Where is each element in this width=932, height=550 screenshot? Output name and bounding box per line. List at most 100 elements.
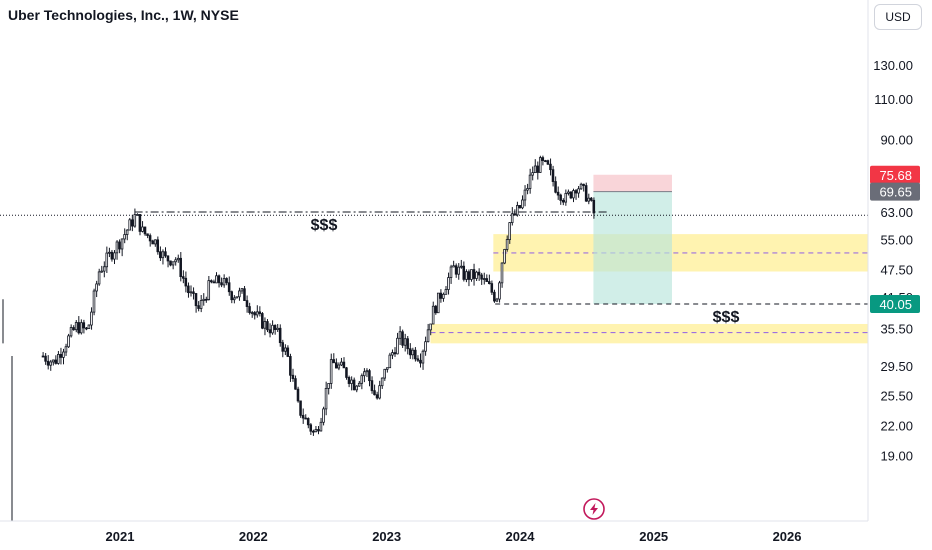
candle-body bbox=[283, 347, 287, 352]
candle-body bbox=[380, 377, 384, 387]
price-badge-2 bbox=[870, 295, 920, 314]
candle-body bbox=[255, 311, 259, 316]
liquidity-label-1: $$$ bbox=[713, 309, 740, 326]
candle-body bbox=[516, 205, 519, 216]
candle-body bbox=[411, 349, 415, 356]
y-tick-label: 29.50 bbox=[880, 359, 913, 374]
candle-body bbox=[500, 262, 504, 284]
price-badge-1 bbox=[870, 182, 920, 201]
candle-body bbox=[189, 291, 193, 294]
candle-body bbox=[304, 417, 307, 420]
reward-zone bbox=[593, 191, 672, 305]
candle-body bbox=[253, 312, 256, 316]
candle-body bbox=[513, 213, 517, 216]
candle-body bbox=[490, 283, 494, 293]
candle-body bbox=[67, 335, 70, 348]
x-tick-label: 2024 bbox=[506, 529, 536, 544]
levels-layer: $$$ $$$ bbox=[0, 211, 868, 326]
candle-body bbox=[584, 185, 588, 202]
candle-body bbox=[51, 359, 55, 363]
candle-body bbox=[444, 289, 448, 295]
candle-body bbox=[105, 252, 109, 268]
candle-body bbox=[74, 322, 78, 331]
candle-body bbox=[263, 321, 267, 329]
candle-body bbox=[79, 322, 83, 334]
candle-body bbox=[312, 430, 315, 433]
candle-body bbox=[439, 292, 443, 299]
candle-body bbox=[97, 271, 101, 285]
candle-body bbox=[100, 270, 103, 273]
candle-body bbox=[403, 338, 407, 346]
candle-body bbox=[54, 359, 58, 364]
candle-body bbox=[266, 321, 269, 331]
candle-body bbox=[276, 327, 279, 331]
candle-body bbox=[317, 429, 320, 432]
candle-body bbox=[291, 374, 295, 380]
candle-body bbox=[314, 429, 318, 433]
candle-body bbox=[360, 375, 364, 384]
candle-body bbox=[408, 348, 412, 356]
candle-body bbox=[518, 205, 522, 209]
candle-body bbox=[352, 379, 356, 391]
candle-body bbox=[108, 251, 111, 254]
zone-1 bbox=[430, 323, 868, 344]
candle-body bbox=[271, 324, 274, 334]
y-tick-label: 19.00 bbox=[880, 448, 913, 463]
candle-body bbox=[375, 394, 379, 399]
candle-body bbox=[286, 347, 290, 357]
candle-body bbox=[102, 266, 106, 272]
y-tick-label: 35.50 bbox=[880, 321, 913, 336]
price-badge-0 bbox=[870, 165, 920, 184]
x-tick-label: 2022 bbox=[239, 529, 268, 544]
candle-body bbox=[322, 408, 325, 423]
candle-body bbox=[179, 257, 182, 278]
candle-body bbox=[485, 278, 488, 282]
candle-body bbox=[164, 251, 167, 257]
candle-body bbox=[227, 282, 231, 293]
candle-body bbox=[357, 382, 361, 387]
candle-body bbox=[370, 380, 374, 392]
candle-body bbox=[207, 280, 211, 300]
currency-button[interactable]: USD bbox=[874, 4, 922, 30]
candle-body bbox=[538, 157, 542, 173]
y-tick-label: 47.50 bbox=[880, 262, 913, 277]
candle-body bbox=[245, 300, 249, 307]
candle-body bbox=[90, 311, 93, 326]
candle-body bbox=[442, 293, 445, 299]
x-tick-label: 2023 bbox=[372, 529, 401, 544]
candle-body bbox=[243, 288, 246, 301]
candle-body bbox=[574, 190, 578, 194]
axes-layer: 130.00110.0090.0063.0055.0047.5041.5035.… bbox=[0, 0, 913, 544]
candle-body bbox=[459, 265, 463, 268]
candle-body bbox=[342, 361, 346, 369]
candle-body bbox=[324, 387, 328, 410]
candle-body bbox=[559, 194, 562, 201]
candle-body bbox=[261, 313, 264, 329]
candle-body bbox=[406, 338, 409, 350]
candle-body bbox=[332, 359, 335, 364]
candle-body bbox=[503, 249, 506, 264]
price-badge-text-2: 40.05 bbox=[879, 297, 912, 312]
candle-body bbox=[87, 324, 91, 329]
candle-body bbox=[541, 157, 545, 161]
candle-body bbox=[156, 239, 160, 253]
candle-body bbox=[230, 291, 233, 301]
candle-body bbox=[589, 197, 593, 201]
candle-body bbox=[401, 331, 404, 346]
candle-body bbox=[176, 257, 180, 261]
lightning-icon[interactable] bbox=[583, 498, 605, 520]
candle-body bbox=[393, 352, 397, 355]
candle-body bbox=[136, 214, 139, 216]
candle-body bbox=[436, 292, 440, 314]
candle-body bbox=[46, 360, 50, 366]
candle-body bbox=[138, 214, 142, 232]
candle-body bbox=[128, 219, 131, 231]
candle-body bbox=[434, 305, 437, 314]
candle-body bbox=[232, 297, 236, 301]
candle-body bbox=[424, 341, 427, 352]
candle-body bbox=[373, 390, 376, 396]
candle-body bbox=[454, 265, 458, 275]
position-tool[interactable] bbox=[593, 174, 672, 305]
candle-body bbox=[72, 327, 75, 331]
